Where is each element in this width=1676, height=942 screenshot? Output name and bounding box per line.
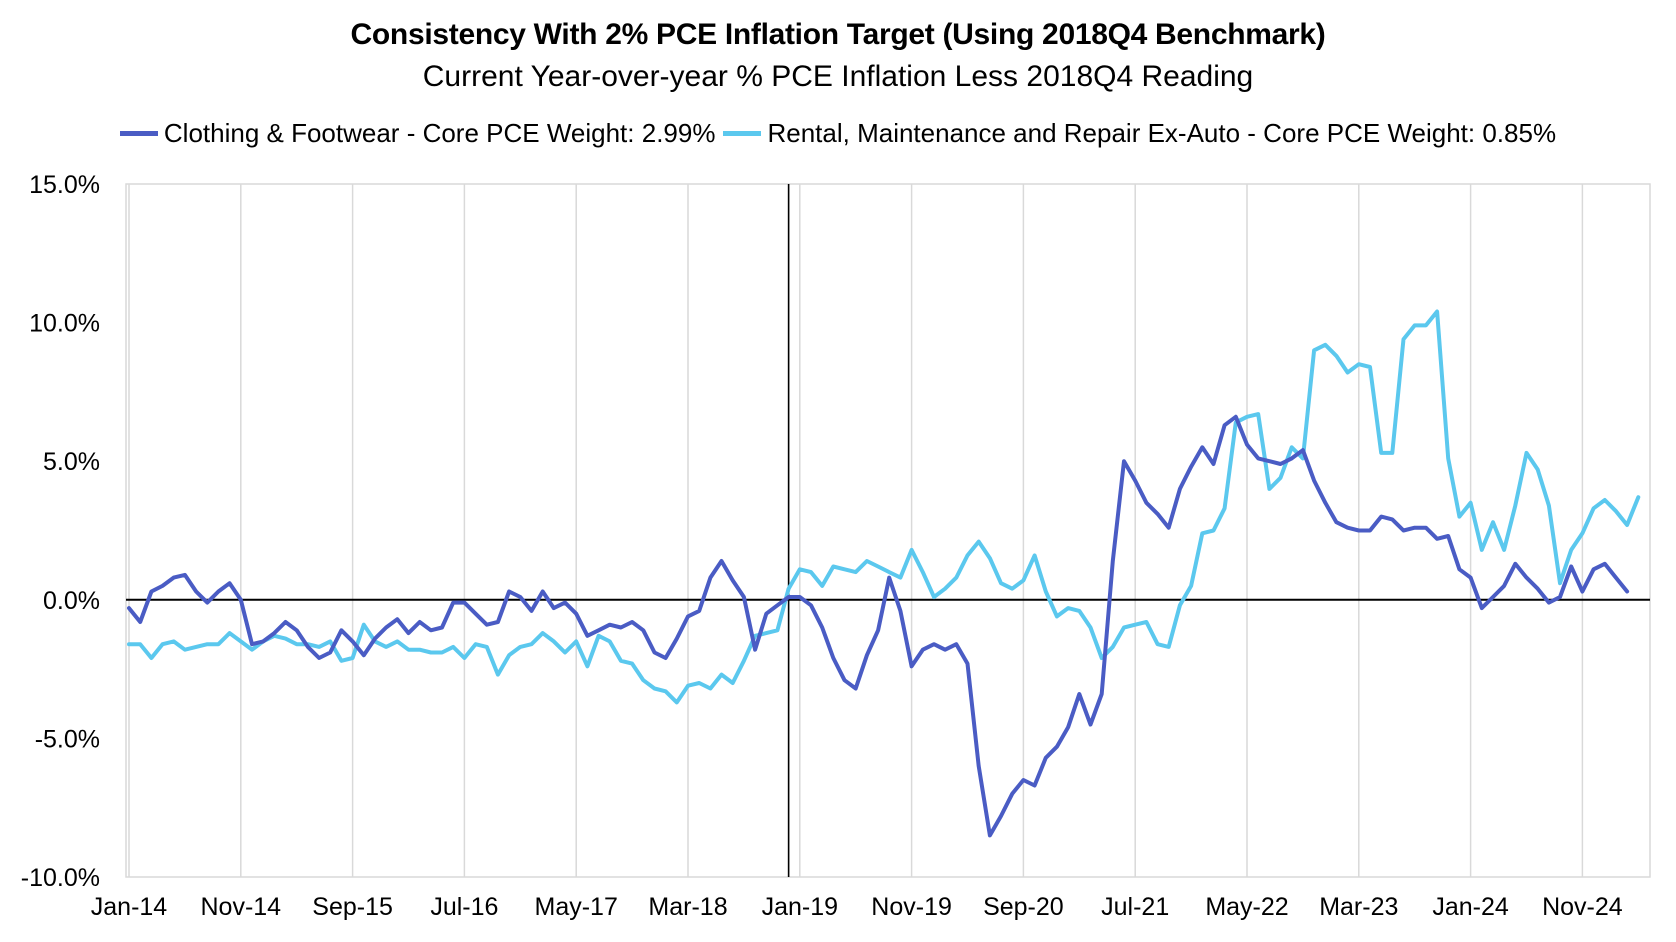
legend-entry-clothing: Clothing & Footwear - Core PCE Weight: 2… <box>119 118 716 149</box>
legend-swatch-clothing <box>119 131 158 136</box>
gridlines <box>125 183 1651 878</box>
x-tick-label: Jan-14 <box>91 893 168 921</box>
y-tick-label: 5.0% <box>43 448 100 476</box>
x-tick-label: Mar-18 <box>648 893 727 921</box>
x-tick-label: Sep-15 <box>312 893 393 921</box>
y-tick-label: 15.0% <box>29 171 100 199</box>
x-tick-label: Jan-19 <box>762 893 838 921</box>
x-tick-label: Mar-23 <box>1319 893 1398 921</box>
series-lines <box>127 309 1641 838</box>
y-tick-label: 0.0% <box>43 587 100 615</box>
x-tick-label: Nov-14 <box>201 893 282 921</box>
x-tick-label: May-22 <box>1205 893 1288 921</box>
series-line-rental <box>127 309 1641 705</box>
x-tick-labels: Jan-14 Nov-14 Sep-15 Jul-16 May-17 Mar-18 Jan-… <box>91 893 1623 921</box>
y-tick-label: -5.0% <box>35 725 100 753</box>
x-tick-label: Jul-21 <box>1101 893 1169 921</box>
x-tick-label: Sep-20 <box>983 893 1064 921</box>
chart-legend: Clothing & Footwear - Core PCE Weight: 2… <box>0 118 1676 149</box>
legend-label-rental: Rental, Maintenance and Repair Ex-Auto -… <box>767 118 1557 148</box>
legend-label-clothing: Clothing & Footwear - Core PCE Weight: 2… <box>163 118 716 148</box>
x-tick-label: Nov-19 <box>871 893 952 921</box>
chart-title: Consistency With 2% PCE Inflation Target… <box>350 18 1326 51</box>
y-tick-label: 10.0% <box>29 310 100 338</box>
x-tick-label: May-17 <box>535 893 618 921</box>
x-tick-label: Jan-24 <box>1432 893 1509 921</box>
legend-entry-rental: Rental, Maintenance and Repair Ex-Auto -… <box>723 118 1556 149</box>
legend-swatch-rental <box>723 131 762 136</box>
series-line-clothing <box>127 414 1630 838</box>
x-tick-label: Nov-24 <box>1542 893 1623 921</box>
y-tick-label: -10.0% <box>21 864 100 892</box>
plot-border <box>125 183 1651 878</box>
x-tick-label: Jul-16 <box>430 893 498 921</box>
axes <box>126 184 1650 877</box>
chart-subtitle: Current Year-over-year % PCE Inflation L… <box>422 60 1254 93</box>
y-tick-labels: 15.0% 10.0% 5.0% 0.0% -5.0% -10.0% <box>21 171 100 892</box>
